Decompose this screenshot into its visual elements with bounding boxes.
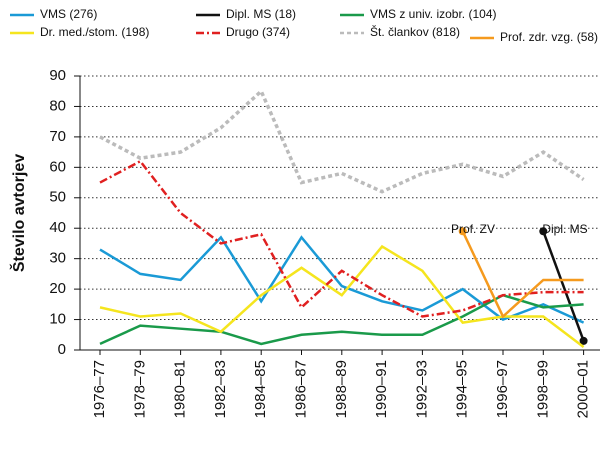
annotation: Dipl. MS [542, 222, 587, 236]
x-tick-label: 1992–93 [413, 360, 430, 418]
y-tick-label: 0 [58, 341, 66, 358]
x-tick-label: 1996–97 [494, 360, 511, 418]
series-line [99, 159, 584, 318]
y-tick-label: 30 [49, 250, 66, 267]
y-tick-label: 10 [49, 311, 66, 328]
legend-label: Dr. med./stom. (198) [40, 25, 149, 39]
legend-label: Dipl. MS (18) [226, 7, 296, 21]
x-tick-label: 1990–91 [373, 360, 390, 418]
series-line [461, 230, 584, 319]
legend-label: Prof. zdr. vzg. (58) [500, 30, 598, 44]
x-tick-label: 1988–89 [333, 360, 350, 418]
y-tick-label: 20 [49, 280, 66, 297]
point [539, 227, 548, 236]
annotation: Prof. ZV [451, 222, 495, 236]
x-tick-label: 1984–85 [252, 360, 269, 418]
y-axis-label: Število avtorjev [9, 154, 28, 272]
x-tick-label: 1976–77 [91, 360, 108, 418]
series-line [542, 230, 585, 342]
y-tick-label: 50 [49, 189, 66, 206]
x-tick-label: 2000–01 [575, 360, 592, 418]
x-tick-label: 1982–83 [212, 360, 229, 418]
y-tick-label: 60 [49, 158, 66, 175]
y-tick-label: 40 [49, 219, 66, 236]
x-tick-label: 1978–79 [131, 360, 148, 418]
legend-label: Drugo (374) [226, 25, 290, 39]
x-tick-label: 1980–81 [172, 360, 189, 418]
y-tick-label: 90 [49, 67, 66, 84]
y-tick-label: 80 [49, 97, 66, 114]
point [458, 227, 467, 236]
x-tick-label: 1994–95 [454, 360, 471, 418]
x-tick-label: 1986–87 [292, 360, 309, 418]
legend-label: VMS z univ. izobr. (104) [370, 7, 497, 21]
legend-label: Št. člankov (818) [370, 24, 460, 39]
x-tick-label: 1998–99 [534, 360, 551, 418]
series-line [99, 88, 585, 194]
legend-label: VMS (276) [40, 7, 97, 21]
point [579, 336, 588, 345]
series-line [99, 235, 585, 324]
y-tick-label: 70 [49, 128, 66, 145]
